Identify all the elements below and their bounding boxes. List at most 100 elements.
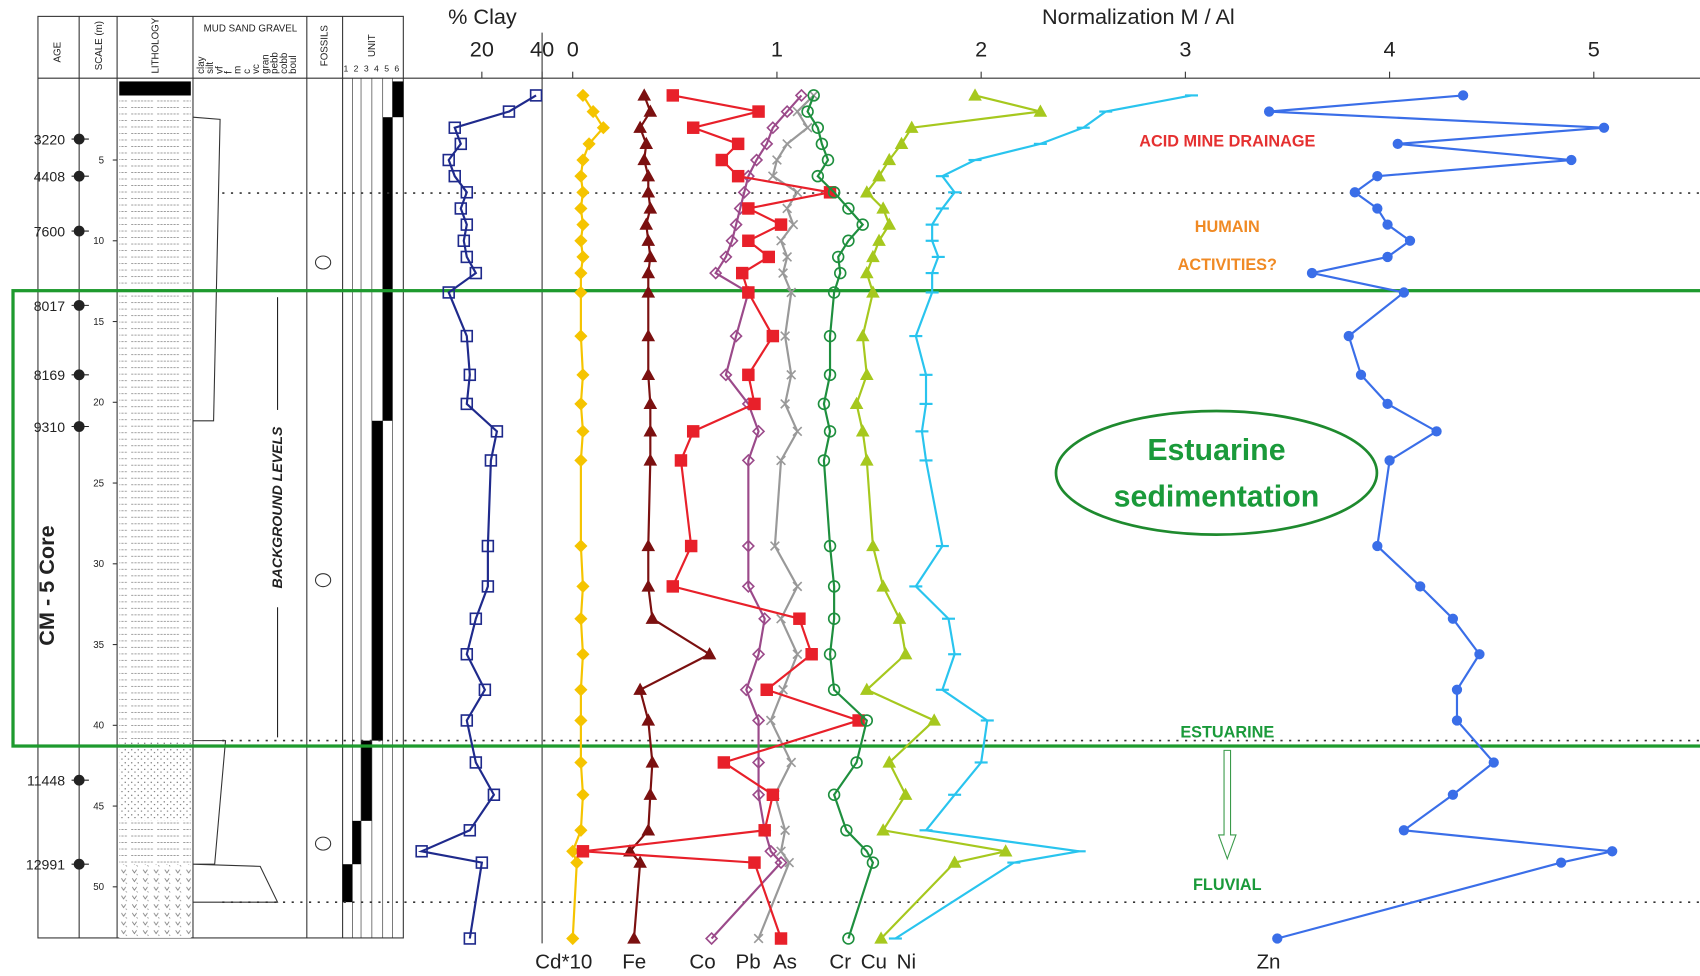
marker — [1557, 858, 1566, 867]
legend-label: Co — [689, 950, 715, 973]
marker — [578, 252, 589, 263]
marker — [1567, 156, 1576, 165]
marker — [1383, 220, 1392, 229]
y-tick-label: 45 — [93, 801, 104, 812]
marker — [645, 203, 656, 213]
marker — [759, 825, 770, 836]
legend-label: Zn — [1256, 950, 1280, 973]
marker — [688, 122, 699, 133]
x-tick-label: 20 — [470, 36, 494, 61]
marker — [575, 171, 586, 182]
marker — [857, 331, 868, 341]
marker — [575, 455, 586, 466]
y-tick-label: 30 — [93, 559, 104, 570]
age-label: 3220 — [34, 131, 65, 147]
series-line — [630, 95, 710, 938]
series-line — [808, 95, 873, 938]
marker — [878, 825, 889, 835]
marker — [896, 138, 907, 148]
header: MUD SAND GRAVEL — [204, 24, 298, 35]
marker — [1373, 204, 1382, 213]
marker — [578, 369, 589, 380]
marker — [567, 846, 578, 857]
marker — [733, 138, 744, 149]
marker — [575, 825, 586, 836]
marker — [793, 582, 802, 591]
marker — [578, 90, 589, 101]
y-tick-label: 10 — [93, 236, 104, 247]
age-marker — [74, 171, 85, 182]
marker — [1373, 542, 1382, 551]
marker — [743, 369, 754, 380]
age-label: 9310 — [34, 419, 65, 435]
marker — [861, 455, 872, 465]
unit-number: 6 — [394, 64, 399, 74]
series-line — [583, 95, 859, 938]
age-marker — [74, 421, 85, 432]
marker — [647, 613, 658, 623]
core-name: CM - 5 Core — [34, 525, 59, 645]
x-tick-label: 2 — [975, 36, 987, 61]
marker — [793, 188, 802, 197]
marker — [645, 426, 656, 436]
annotation: ACTIVITIES? — [1178, 256, 1277, 274]
horizons — [222, 193, 1700, 902]
marker — [1416, 582, 1425, 591]
marker — [643, 235, 654, 245]
marker — [578, 789, 589, 800]
marker — [718, 757, 729, 768]
x-tick-label: 4 — [1384, 36, 1396, 61]
marker — [704, 649, 715, 659]
age-label: 11448 — [27, 773, 65, 789]
background-label: BACKGROUND LEVELS — [269, 426, 285, 589]
marker — [861, 268, 872, 278]
unit-number: 2 — [354, 64, 359, 74]
legend-label: Cd*10 — [535, 950, 592, 973]
marker — [1308, 269, 1317, 278]
marker — [643, 171, 654, 181]
marker — [1475, 650, 1484, 659]
marker — [1344, 332, 1353, 341]
marker — [1459, 91, 1468, 100]
marker — [578, 155, 589, 166]
marker — [1449, 790, 1458, 799]
marker — [571, 857, 582, 868]
marker — [1265, 107, 1274, 116]
marker — [641, 219, 652, 229]
marker — [874, 235, 885, 245]
marker — [1608, 847, 1617, 856]
y-tick-label: 50 — [93, 882, 104, 893]
age-marker — [74, 859, 85, 870]
marker — [761, 684, 772, 695]
age-label: 8017 — [34, 298, 65, 314]
marker — [857, 426, 868, 436]
marker — [643, 369, 654, 379]
marker — [575, 541, 586, 552]
arrow — [1219, 750, 1236, 858]
marker — [1400, 288, 1409, 297]
series-line — [422, 95, 536, 938]
marker — [766, 716, 775, 725]
marker — [641, 138, 652, 148]
annotation: ACID MINE DRAINAGE — [1139, 132, 1315, 150]
x-tick-label: 5 — [1588, 36, 1600, 61]
marker — [900, 649, 911, 659]
age-label: 7600 — [34, 224, 65, 240]
marker — [868, 541, 879, 551]
marker — [578, 426, 589, 437]
marker — [779, 685, 788, 694]
marker — [643, 331, 654, 341]
marker — [645, 455, 656, 465]
annotation: Estuarine — [1147, 434, 1285, 467]
marker — [629, 933, 640, 943]
marker — [806, 649, 817, 660]
marker — [575, 684, 586, 695]
x-tick-label: 3 — [1179, 36, 1191, 61]
marker — [575, 757, 586, 768]
marker — [578, 581, 589, 592]
marker — [575, 203, 586, 214]
series-line — [573, 95, 604, 938]
marker — [861, 369, 872, 379]
unit-number: 1 — [343, 64, 348, 74]
marker — [578, 649, 589, 660]
